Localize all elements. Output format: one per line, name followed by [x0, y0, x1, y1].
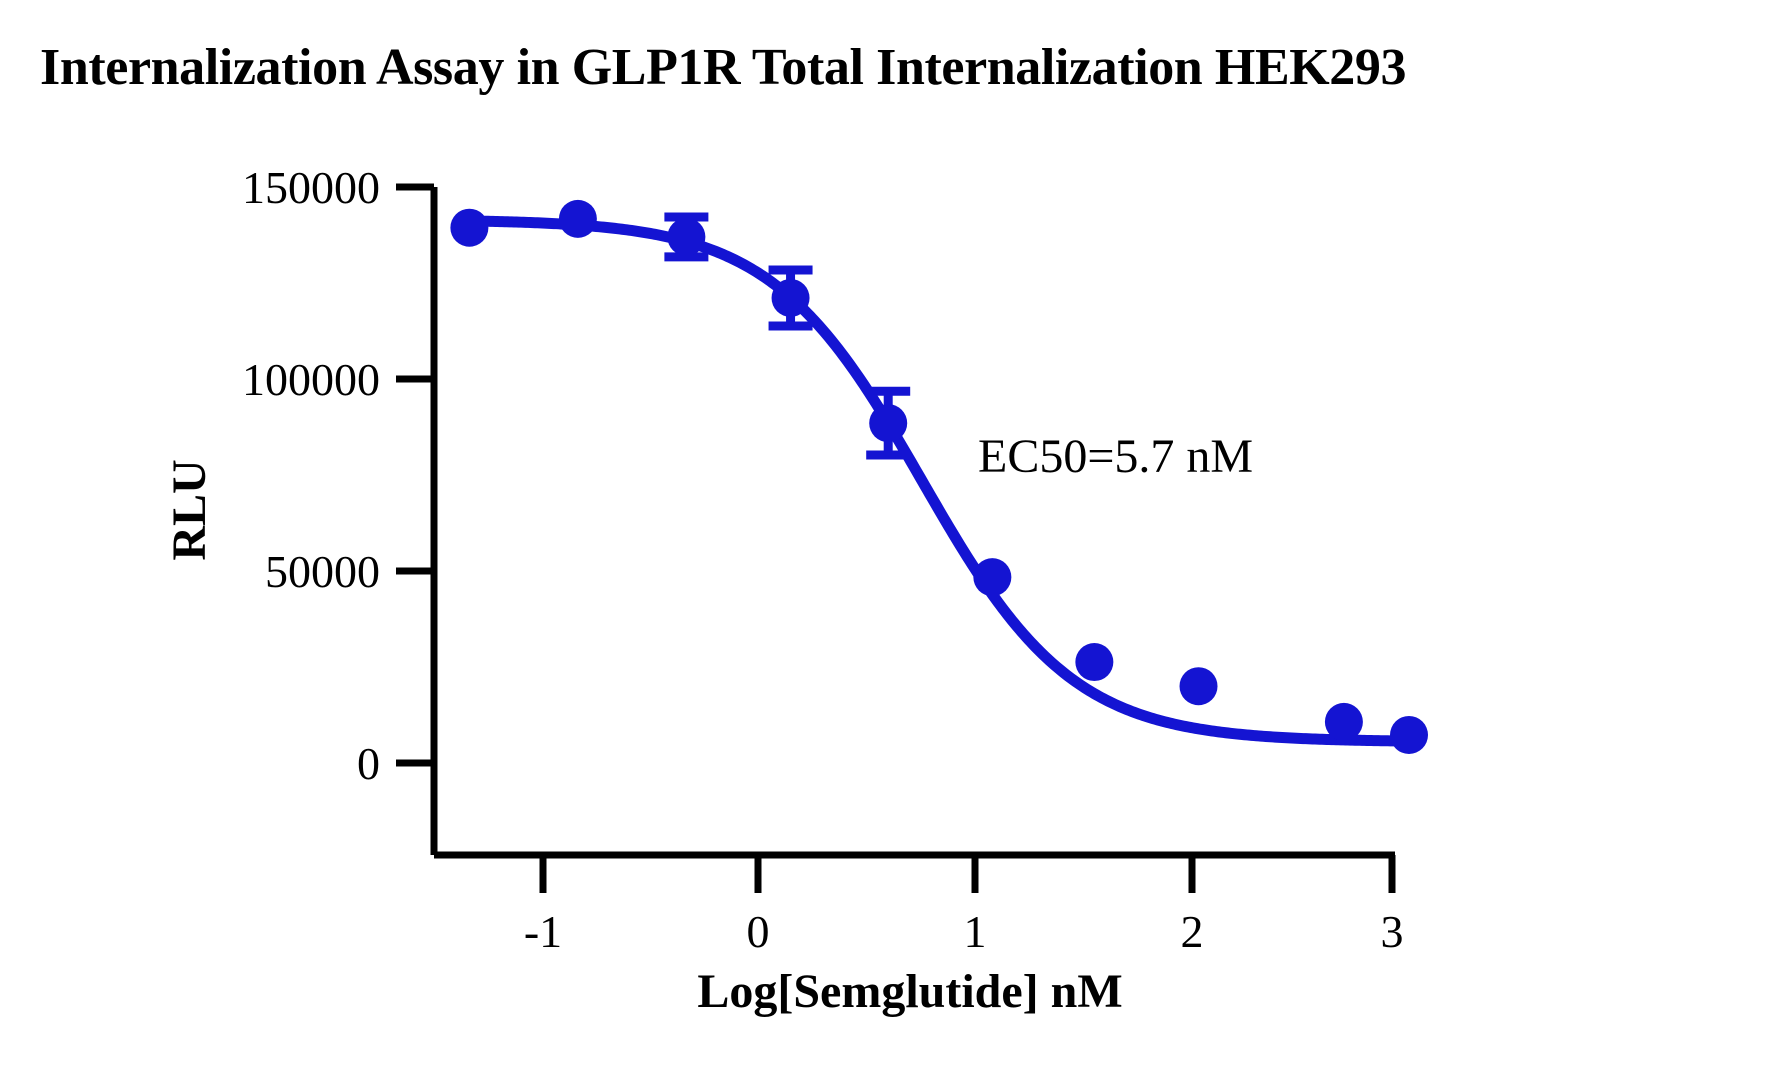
y-tick-label-100000: 100000 [242, 354, 380, 405]
x-tick-label-3: 3 [1381, 906, 1404, 957]
x-tick-label--1: -1 [524, 906, 562, 957]
data-point[interactable] [1324, 702, 1363, 741]
data-point[interactable] [1075, 643, 1114, 682]
y-tick-label-50000: 50000 [265, 546, 380, 597]
data-point[interactable] [771, 278, 810, 317]
data-point[interactable] [558, 199, 597, 238]
x-axis-title: Log[Semglutide] nM [697, 965, 1122, 1018]
y-tick-label-0: 0 [357, 738, 380, 789]
page-title: Internalization Assay in GLP1R Total Int… [40, 39, 1407, 96]
x-tick-label-2: 2 [1181, 906, 1204, 957]
fit-curve [463, 215, 1415, 747]
data-series-layer [450, 199, 1428, 754]
y-axis-title: RLU [163, 459, 216, 560]
data-point[interactable] [1179, 667, 1218, 706]
data-point[interactable] [667, 217, 706, 256]
x-tick-label-1: 1 [964, 906, 987, 957]
data-point[interactable] [450, 208, 489, 247]
ec50-annotation: EC50=5.7 nM [978, 430, 1253, 483]
data-point[interactable] [973, 558, 1012, 597]
data-point[interactable] [869, 404, 908, 443]
y-tick-label-150000: 150000 [242, 162, 380, 213]
axis-group [396, 183, 1396, 893]
x-tick-label-0: 0 [747, 906, 770, 957]
data-point[interactable] [1390, 715, 1428, 754]
